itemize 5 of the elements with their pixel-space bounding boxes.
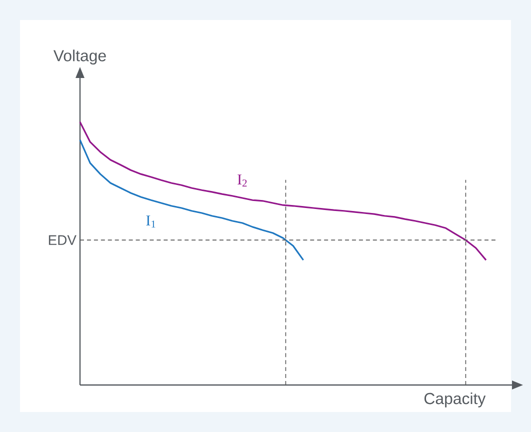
ref-line-label: EDV — [48, 235, 76, 245]
x-axis-title: Capacity — [424, 392, 486, 408]
series-label: I$_{1}$ — [146, 216, 156, 228]
series-label: I$_{2}$ — [238, 174, 247, 187]
y-axis-title: Voltage — [53, 50, 106, 64]
